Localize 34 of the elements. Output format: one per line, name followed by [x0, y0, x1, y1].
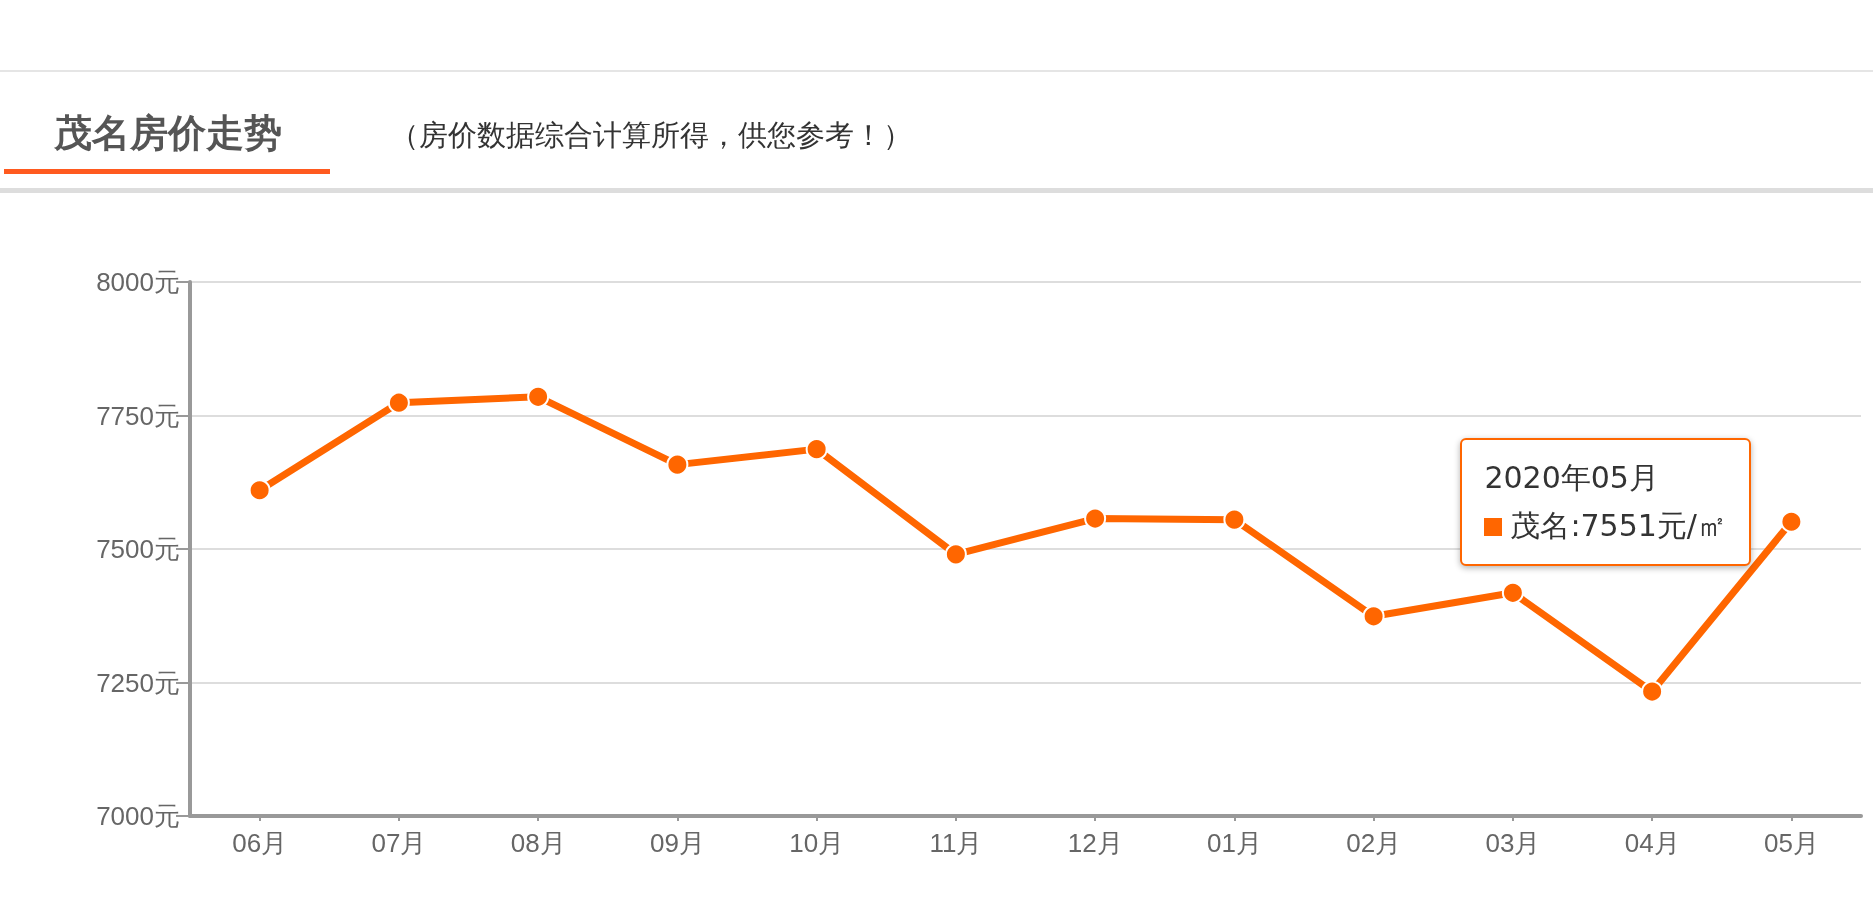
point	[387, 391, 410, 414]
y-tick-label: 7750元	[96, 400, 180, 431]
y-tick-label: 7000元	[96, 801, 180, 831]
x-tick-label: 08月	[510, 828, 566, 858]
x-tick-label: 05月	[1763, 828, 1819, 858]
annotation: 2020年05月	[1484, 458, 1660, 497]
point	[666, 453, 689, 476]
chart-title: 茂名房价走势	[4, 108, 330, 174]
point	[1501, 581, 1524, 604]
chart-subtitle: （房价数据综合计算所得，供您参考！）	[390, 117, 912, 154]
y-tick-label: 8000元	[96, 267, 180, 297]
x-tick-label: 12月	[1067, 828, 1123, 858]
point	[944, 543, 967, 566]
y-tick-label: 7250元	[96, 667, 180, 698]
x-tick-label: 09月	[649, 828, 705, 858]
point	[1362, 605, 1385, 628]
x-tick-label: 03月	[1485, 828, 1541, 858]
x-tick-label: 10月	[789, 828, 845, 858]
point	[805, 438, 828, 461]
x-tick-label: 06月	[232, 828, 288, 858]
y-tick-label: 7500元	[96, 534, 180, 564]
point	[527, 385, 550, 408]
x-tick-label: 11月	[929, 828, 983, 858]
point	[1223, 508, 1246, 531]
point	[1084, 507, 1107, 530]
x-tick-label: 02月	[1346, 828, 1402, 858]
data-label: :7551元/㎡	[1570, 507, 1727, 543]
x-tick-label: 04月	[1624, 828, 1680, 858]
legend-label: 茂名	[1510, 507, 1571, 543]
x-tick-label: 01月	[1206, 828, 1262, 858]
point	[1780, 510, 1803, 533]
point	[1641, 680, 1664, 703]
x-tick-label: 07月	[371, 828, 427, 858]
point	[248, 479, 271, 502]
